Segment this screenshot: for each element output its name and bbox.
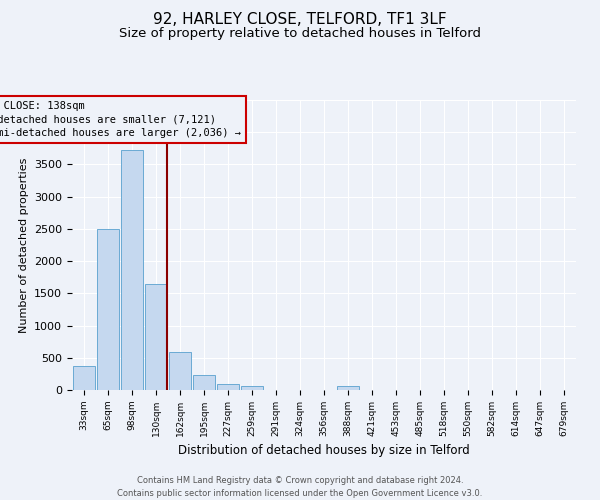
Bar [337, 386, 359, 390]
Bar [97, 229, 119, 390]
Bar [73, 366, 95, 390]
Text: Size of property relative to detached houses in Telford: Size of property relative to detached ho… [119, 28, 481, 40]
Bar [169, 352, 191, 390]
Bar [193, 374, 215, 390]
Bar [121, 150, 143, 390]
X-axis label: Distribution of detached houses by size in Telford: Distribution of detached houses by size … [178, 444, 470, 458]
Bar [217, 384, 239, 390]
Text: 92, HARLEY CLOSE, TELFORD, TF1 3LF: 92, HARLEY CLOSE, TELFORD, TF1 3LF [153, 12, 447, 28]
Text: Contains HM Land Registry data © Crown copyright and database right 2024.
Contai: Contains HM Land Registry data © Crown c… [118, 476, 482, 498]
Text: 92 HARLEY CLOSE: 138sqm
← 77% of detached houses are smaller (7,121)
22% of semi: 92 HARLEY CLOSE: 138sqm ← 77% of detache… [0, 102, 241, 138]
Y-axis label: Number of detached properties: Number of detached properties [19, 158, 29, 332]
Bar [145, 284, 167, 390]
Bar [241, 386, 263, 390]
